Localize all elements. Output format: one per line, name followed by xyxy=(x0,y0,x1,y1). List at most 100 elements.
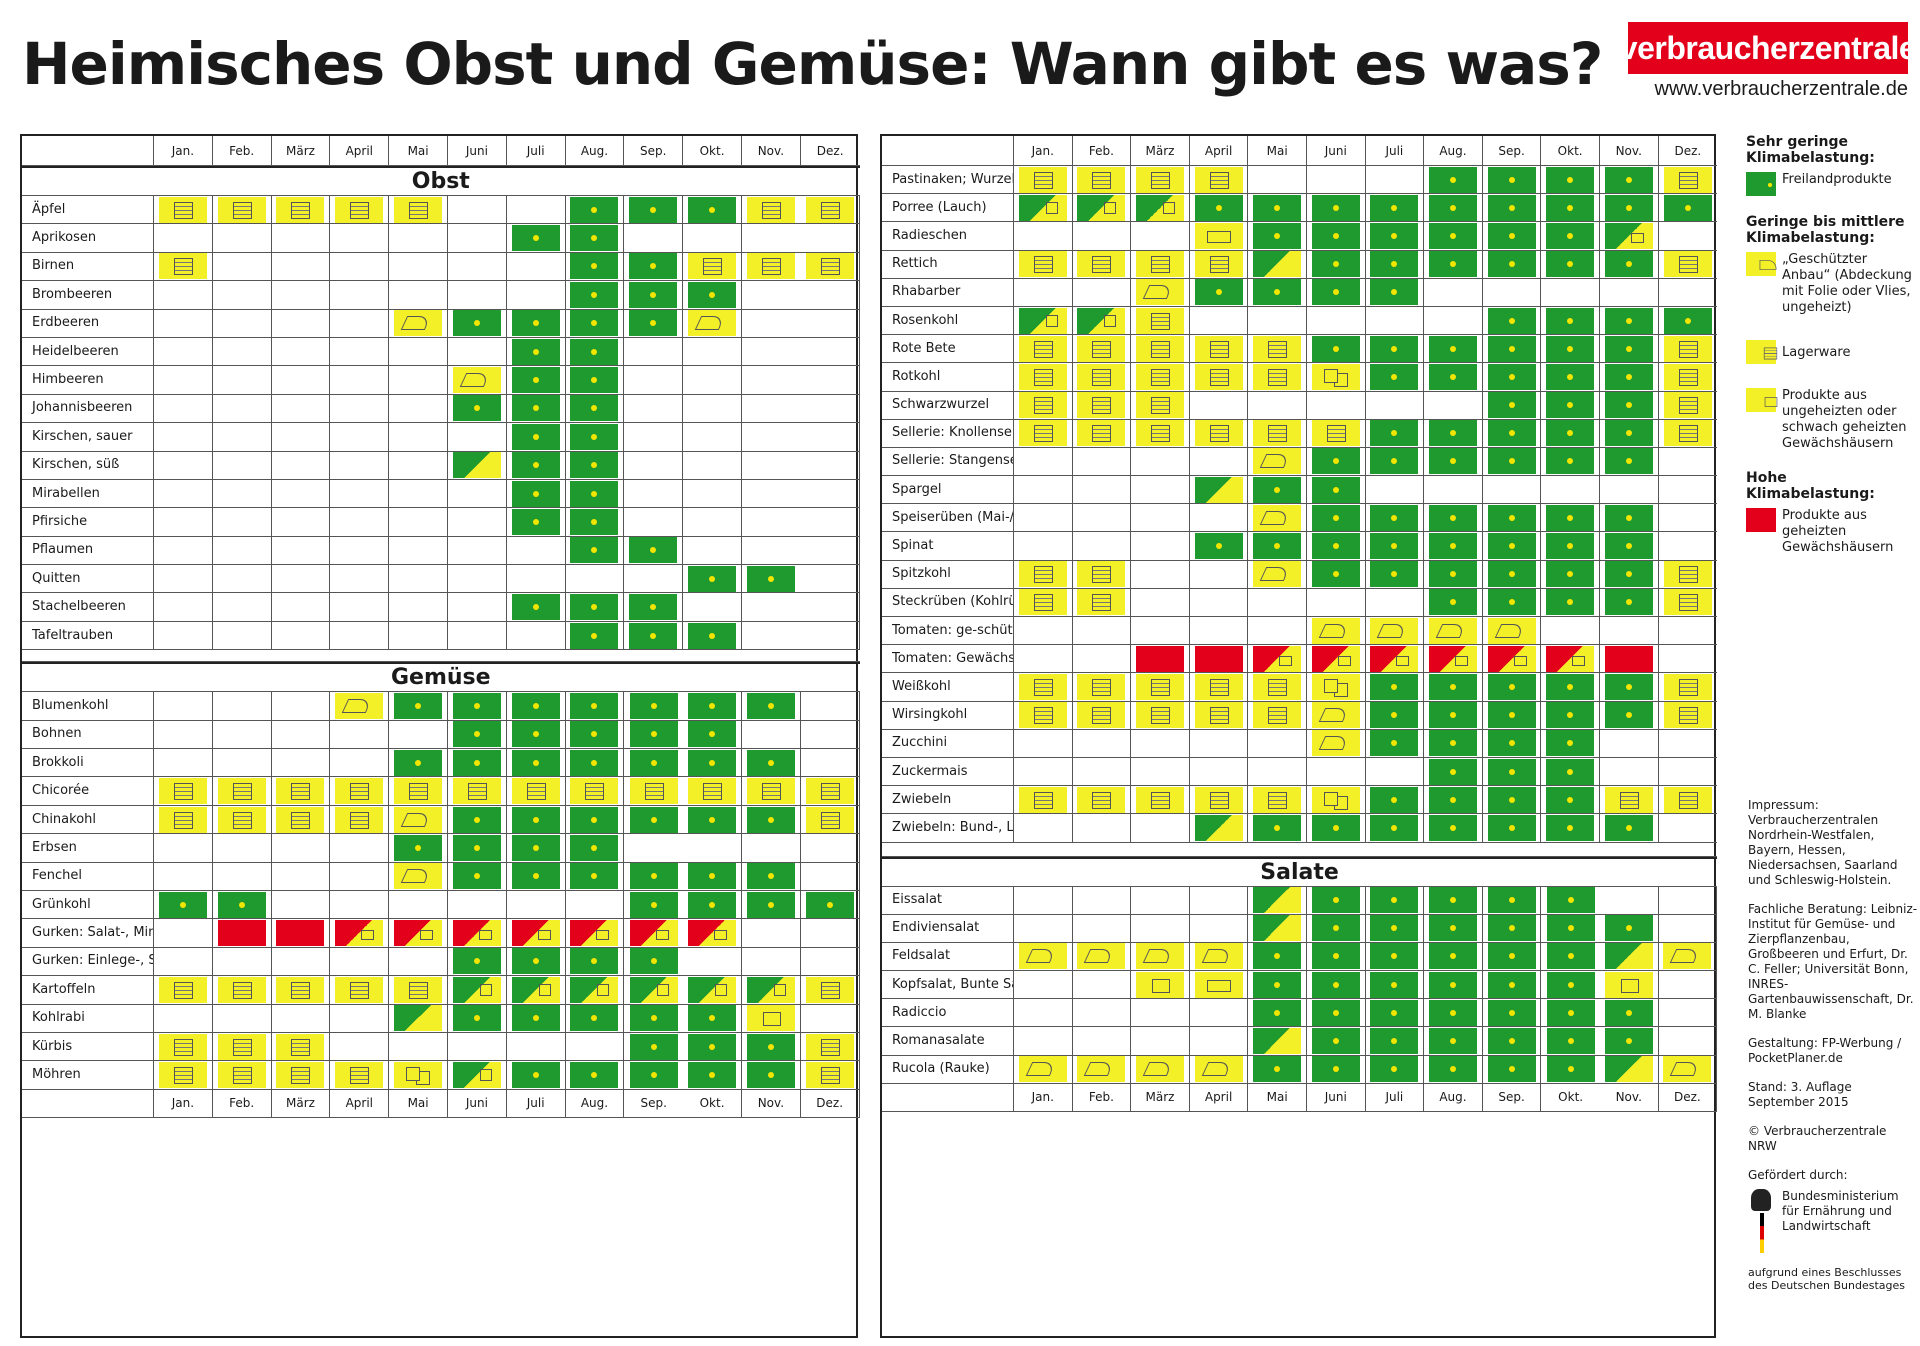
product-label: Rhabarber xyxy=(882,278,1014,307)
month-cell-feb xyxy=(212,862,272,891)
month-cell-oct xyxy=(1541,786,1600,815)
month-cell-nov xyxy=(741,366,801,395)
month-cell-sep xyxy=(1482,560,1542,589)
month-cell-nov xyxy=(1599,645,1659,674)
month-header-aug: Aug. xyxy=(565,136,625,166)
month-cell-jun xyxy=(447,394,507,424)
availability-icon-s xyxy=(1428,617,1477,644)
availability-icon-g xyxy=(1487,533,1536,560)
availability-icon-l xyxy=(158,196,207,223)
availability-icon-s xyxy=(1135,1056,1184,1083)
availability-icon-gl xyxy=(452,1062,501,1089)
month-cell-sep xyxy=(624,1005,684,1033)
impressum-footer: aufgrund eines Beschlusses des Deutschen… xyxy=(1748,1266,1905,1292)
month-cell-sep xyxy=(1482,914,1542,943)
availability-icon-l xyxy=(1253,702,1302,729)
month-cell-jan xyxy=(1014,447,1073,477)
month-cell-jan xyxy=(154,749,213,778)
month-cell-jun xyxy=(447,536,507,566)
month-cell-dec xyxy=(800,1061,860,1090)
month-cell-mar xyxy=(271,423,331,452)
availability-icon-l xyxy=(629,778,678,805)
month-cell-dec xyxy=(1658,194,1718,223)
month-cell-apr xyxy=(1189,886,1249,915)
month-cell-may xyxy=(389,834,448,863)
availability-icon-g xyxy=(511,863,560,890)
availability-icon-g xyxy=(1663,307,1712,334)
month-cell-jan xyxy=(1014,701,1073,730)
month-cell-aug xyxy=(1424,786,1483,815)
month-cell-may xyxy=(389,394,448,424)
month-cell-sep xyxy=(624,224,684,253)
month-cell-mar xyxy=(271,805,331,835)
availability-icon-g xyxy=(1487,786,1536,813)
month-cell-mar xyxy=(271,394,331,424)
availability-icon-g xyxy=(1604,915,1653,942)
month-cell-nov xyxy=(1599,757,1659,787)
month-cell-mar xyxy=(1131,999,1190,1028)
availability-icon-g xyxy=(1428,702,1477,729)
month-cell-dec xyxy=(800,508,860,537)
availability-icon-gs xyxy=(1194,814,1243,841)
availability-icon-g xyxy=(1604,999,1653,1026)
product-label: Tafeltrauben xyxy=(22,621,154,651)
month-cell-nov xyxy=(741,1004,801,1033)
product-label: Mirabellen xyxy=(22,479,154,509)
availability-icon-g xyxy=(688,749,737,776)
month-header-nov: Nov. xyxy=(1599,1083,1659,1112)
month-cell-jun xyxy=(447,281,507,310)
product-label: Johannisbeeren xyxy=(22,394,154,424)
month-cell-oct xyxy=(1541,617,1600,646)
section-heading-gemuese: Gemüse xyxy=(22,662,860,693)
legend-item-ungeheizt: Produkte aus ungeheizten oder schwach ge… xyxy=(1746,388,1918,452)
month-cell-feb xyxy=(1072,971,1132,1000)
verbraucherzentrale-logo[interactable]: verbraucherzentrale xyxy=(1620,22,1917,74)
month-cell-dec xyxy=(1658,971,1718,1000)
month-cell-jan xyxy=(154,919,213,948)
month-cell-feb xyxy=(212,947,272,977)
month-cell-nov xyxy=(1599,886,1659,915)
availability-icon-g xyxy=(1487,702,1536,729)
month-header-nov: Nov. xyxy=(1599,136,1659,166)
month-cell-dec xyxy=(800,252,860,282)
availability-icon-g xyxy=(1428,222,1477,249)
month-cell-jan xyxy=(1014,617,1073,646)
month-cell-jul xyxy=(506,565,566,594)
month-cell-oct xyxy=(683,337,742,367)
month-cell-oct xyxy=(1541,943,1600,972)
month-header-sep: Sep. xyxy=(624,136,684,166)
month-cell-oct xyxy=(1541,363,1600,392)
month-cell-jun xyxy=(1306,814,1366,843)
month-cell-oct xyxy=(1541,999,1600,1028)
month-cell-aug xyxy=(1424,1055,1483,1084)
availability-icon-l xyxy=(1077,673,1126,700)
month-cell-may xyxy=(1248,786,1307,815)
availability-icon-g xyxy=(511,806,560,833)
availability-icon-hu xyxy=(1253,645,1302,672)
month-cell-feb xyxy=(1072,476,1132,505)
month-cell-apr xyxy=(1189,250,1249,279)
availability-icon-g xyxy=(452,310,501,337)
month-cell-may xyxy=(1248,1055,1307,1084)
month-cell-sep xyxy=(1482,532,1542,561)
month-header-mar: März xyxy=(271,1089,331,1118)
availability-icon-g xyxy=(1487,420,1536,447)
availability-icon-l xyxy=(1194,702,1243,729)
website-url[interactable]: www.verbraucherzentrale.de xyxy=(1654,78,1908,100)
month-cell-apr xyxy=(330,337,390,367)
month-cell-sep xyxy=(624,721,684,750)
month-cell-feb xyxy=(212,337,272,367)
month-header-aug: Aug. xyxy=(1424,136,1483,166)
month-cell-oct xyxy=(1541,915,1600,943)
month-cell-jan xyxy=(154,196,213,225)
month-cell-jan xyxy=(1014,391,1073,420)
month-header-mar: März xyxy=(271,136,331,166)
availability-icon-l xyxy=(394,976,443,1003)
availability-icon-g xyxy=(629,721,678,748)
month-cell-apr xyxy=(1189,335,1249,364)
month-cell-aug xyxy=(1424,701,1483,730)
month-cell-nov xyxy=(741,947,801,977)
month-cell-jan xyxy=(154,479,213,509)
availability-icon-su xyxy=(1194,222,1243,249)
month-cell-jul xyxy=(506,805,566,835)
